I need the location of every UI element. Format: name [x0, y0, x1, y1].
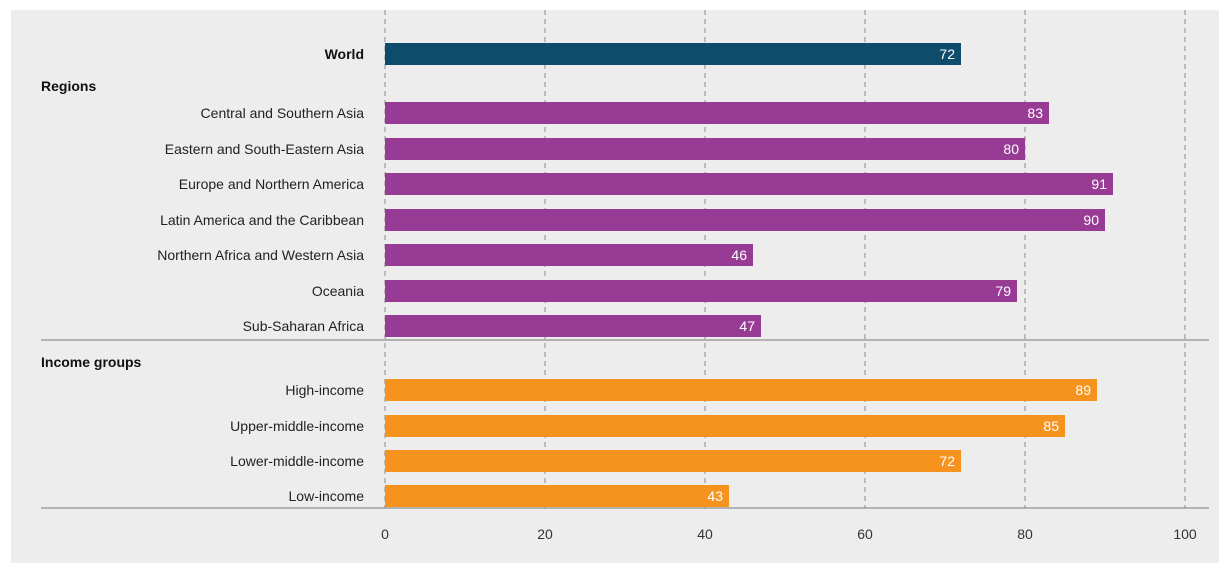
category-label: Eastern and South-Eastern Asia — [165, 141, 364, 157]
bar — [385, 43, 961, 65]
category-label: Low-income — [289, 488, 365, 504]
category-label: High-income — [285, 382, 364, 398]
bar — [385, 280, 1017, 302]
value-label: 72 — [939, 46, 955, 62]
bar — [385, 138, 1025, 160]
x-tick-label: 40 — [697, 526, 713, 542]
value-label: 90 — [1083, 212, 1099, 228]
value-label: 80 — [1003, 141, 1019, 157]
value-label: 83 — [1027, 105, 1043, 121]
bars — [385, 43, 1113, 507]
value-label: 79 — [995, 283, 1011, 299]
category-label: Northern Africa and Western Asia — [157, 247, 364, 263]
bar — [385, 485, 729, 507]
value-label: 91 — [1091, 176, 1107, 192]
bar — [385, 415, 1065, 437]
x-tick-label: 0 — [381, 526, 389, 542]
category-label: Sub-Saharan Africa — [243, 318, 365, 334]
bar-chart: 0 20 40 60 80 100 World 72 Regions Central and So… — [41, 10, 1209, 542]
bar — [385, 315, 761, 337]
bar — [385, 379, 1097, 401]
value-label: 89 — [1075, 382, 1091, 398]
category-label: World — [325, 46, 364, 62]
category-label: Latin America and the Caribbean — [160, 212, 364, 228]
category-label: Central and Southern Asia — [201, 105, 365, 121]
x-tick-label: 80 — [1017, 526, 1033, 542]
chart-card: 0 20 40 60 80 100 World 72 Regions Central and So… — [11, 10, 1219, 563]
group-title: Regions — [41, 78, 96, 94]
group-title: Income groups — [41, 354, 142, 370]
bar — [385, 173, 1113, 195]
value-label: 85 — [1043, 418, 1059, 434]
bar — [385, 450, 961, 472]
x-tick-label: 20 — [537, 526, 553, 542]
bar — [385, 209, 1105, 231]
value-label: 43 — [707, 488, 723, 504]
value-label: 72 — [939, 453, 955, 469]
value-label: 47 — [739, 318, 755, 334]
x-tick-label: 60 — [857, 526, 873, 542]
value-label: 46 — [731, 247, 747, 263]
x-tick-label: 100 — [1173, 526, 1197, 542]
labels: 0 20 40 60 80 100 World 72 Regions Central and So… — [41, 46, 1197, 542]
category-label: Lower-middle-income — [230, 453, 364, 469]
bar — [385, 244, 753, 266]
category-label: Oceania — [312, 283, 364, 299]
category-label: Upper-middle-income — [230, 418, 364, 434]
category-label: Europe and Northern America — [179, 176, 364, 192]
bar — [385, 102, 1049, 124]
